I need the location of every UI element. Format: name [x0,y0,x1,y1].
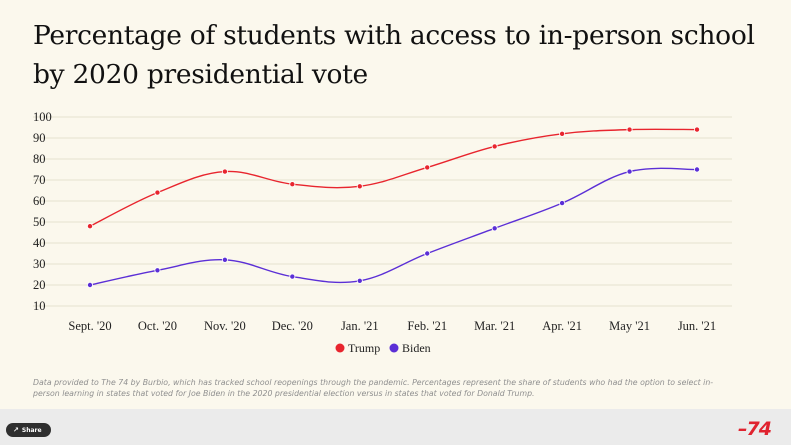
data-point-trump [424,164,431,171]
legend-marker-biden [389,343,399,353]
x-tick-label: Dec. '20 [272,319,313,333]
legend-label-biden: Biden [402,341,431,355]
data-point-trump [626,126,633,133]
line-chart: 10 20 30 40 50 60 70 80 90 100 Sept. '20 Oct. '20 No… [33,110,732,355]
data-point-trump [694,126,701,133]
y-tick-label: 100 [33,110,52,124]
y-tick-label: 30 [33,257,46,271]
data-point-biden [559,200,566,207]
chart-title: Percentage of students with access to in… [33,20,755,90]
y-tick-label: 80 [33,152,46,166]
x-tick-label: Sept. '20 [68,319,111,333]
y-tick-label: 50 [33,215,46,229]
data-point-trump [87,223,94,230]
x-tick-label: Jan. '21 [341,319,379,333]
x-tick-label: Oct. '20 [138,319,177,333]
data-point-trump [491,143,498,150]
y-tick-label: 70 [33,173,46,187]
y-tick-label: 40 [33,236,46,250]
chart-footnote: Data provided to The 74 by Burbio, which… [33,378,714,398]
brand-logo-dash: – [738,418,747,440]
data-point-biden [289,273,296,280]
y-tick-label: 60 [33,194,46,208]
share-icon: ↗ [13,425,19,434]
data-point-biden [87,281,94,288]
x-tick-label: Mar. '21 [474,319,515,333]
x-tick-label: Feb. '21 [407,319,447,333]
data-point-trump [289,181,296,188]
brand-logo[interactable]: –74 [738,418,772,440]
data-point-trump [221,168,228,175]
series-line-trump [89,128,698,227]
y-tick-label: 90 [33,131,46,145]
brand-logo-text: 74 [746,418,772,440]
x-tick-label: Apr. '21 [542,319,582,333]
share-button[interactable]: ↗ Share [6,423,51,437]
x-tick-label: Jun. '21 [678,319,716,333]
x-tick-label: Nov. '20 [204,319,246,333]
data-point-biden [221,256,228,263]
chart-frame: Percentage of students with access to in… [0,0,791,409]
x-tick-label: May '21 [609,319,650,333]
legend-marker-trump [335,343,345,353]
series-line-biden [89,167,698,286]
data-point-biden [424,250,431,257]
data-point-biden [154,267,161,274]
y-tick-label: 20 [33,278,46,292]
data-point-biden [491,225,498,232]
data-point-trump [559,130,566,137]
data-point-biden [694,166,701,173]
legend-label-trump: Trump [348,341,380,355]
y-tick-label: 10 [33,299,46,313]
data-point-biden [356,277,363,284]
data-point-biden [626,168,633,175]
share-label: Share [21,426,42,434]
data-point-trump [154,189,161,196]
data-point-trump [356,183,363,190]
footer-bar: ↗ Share –74 [0,409,791,445]
